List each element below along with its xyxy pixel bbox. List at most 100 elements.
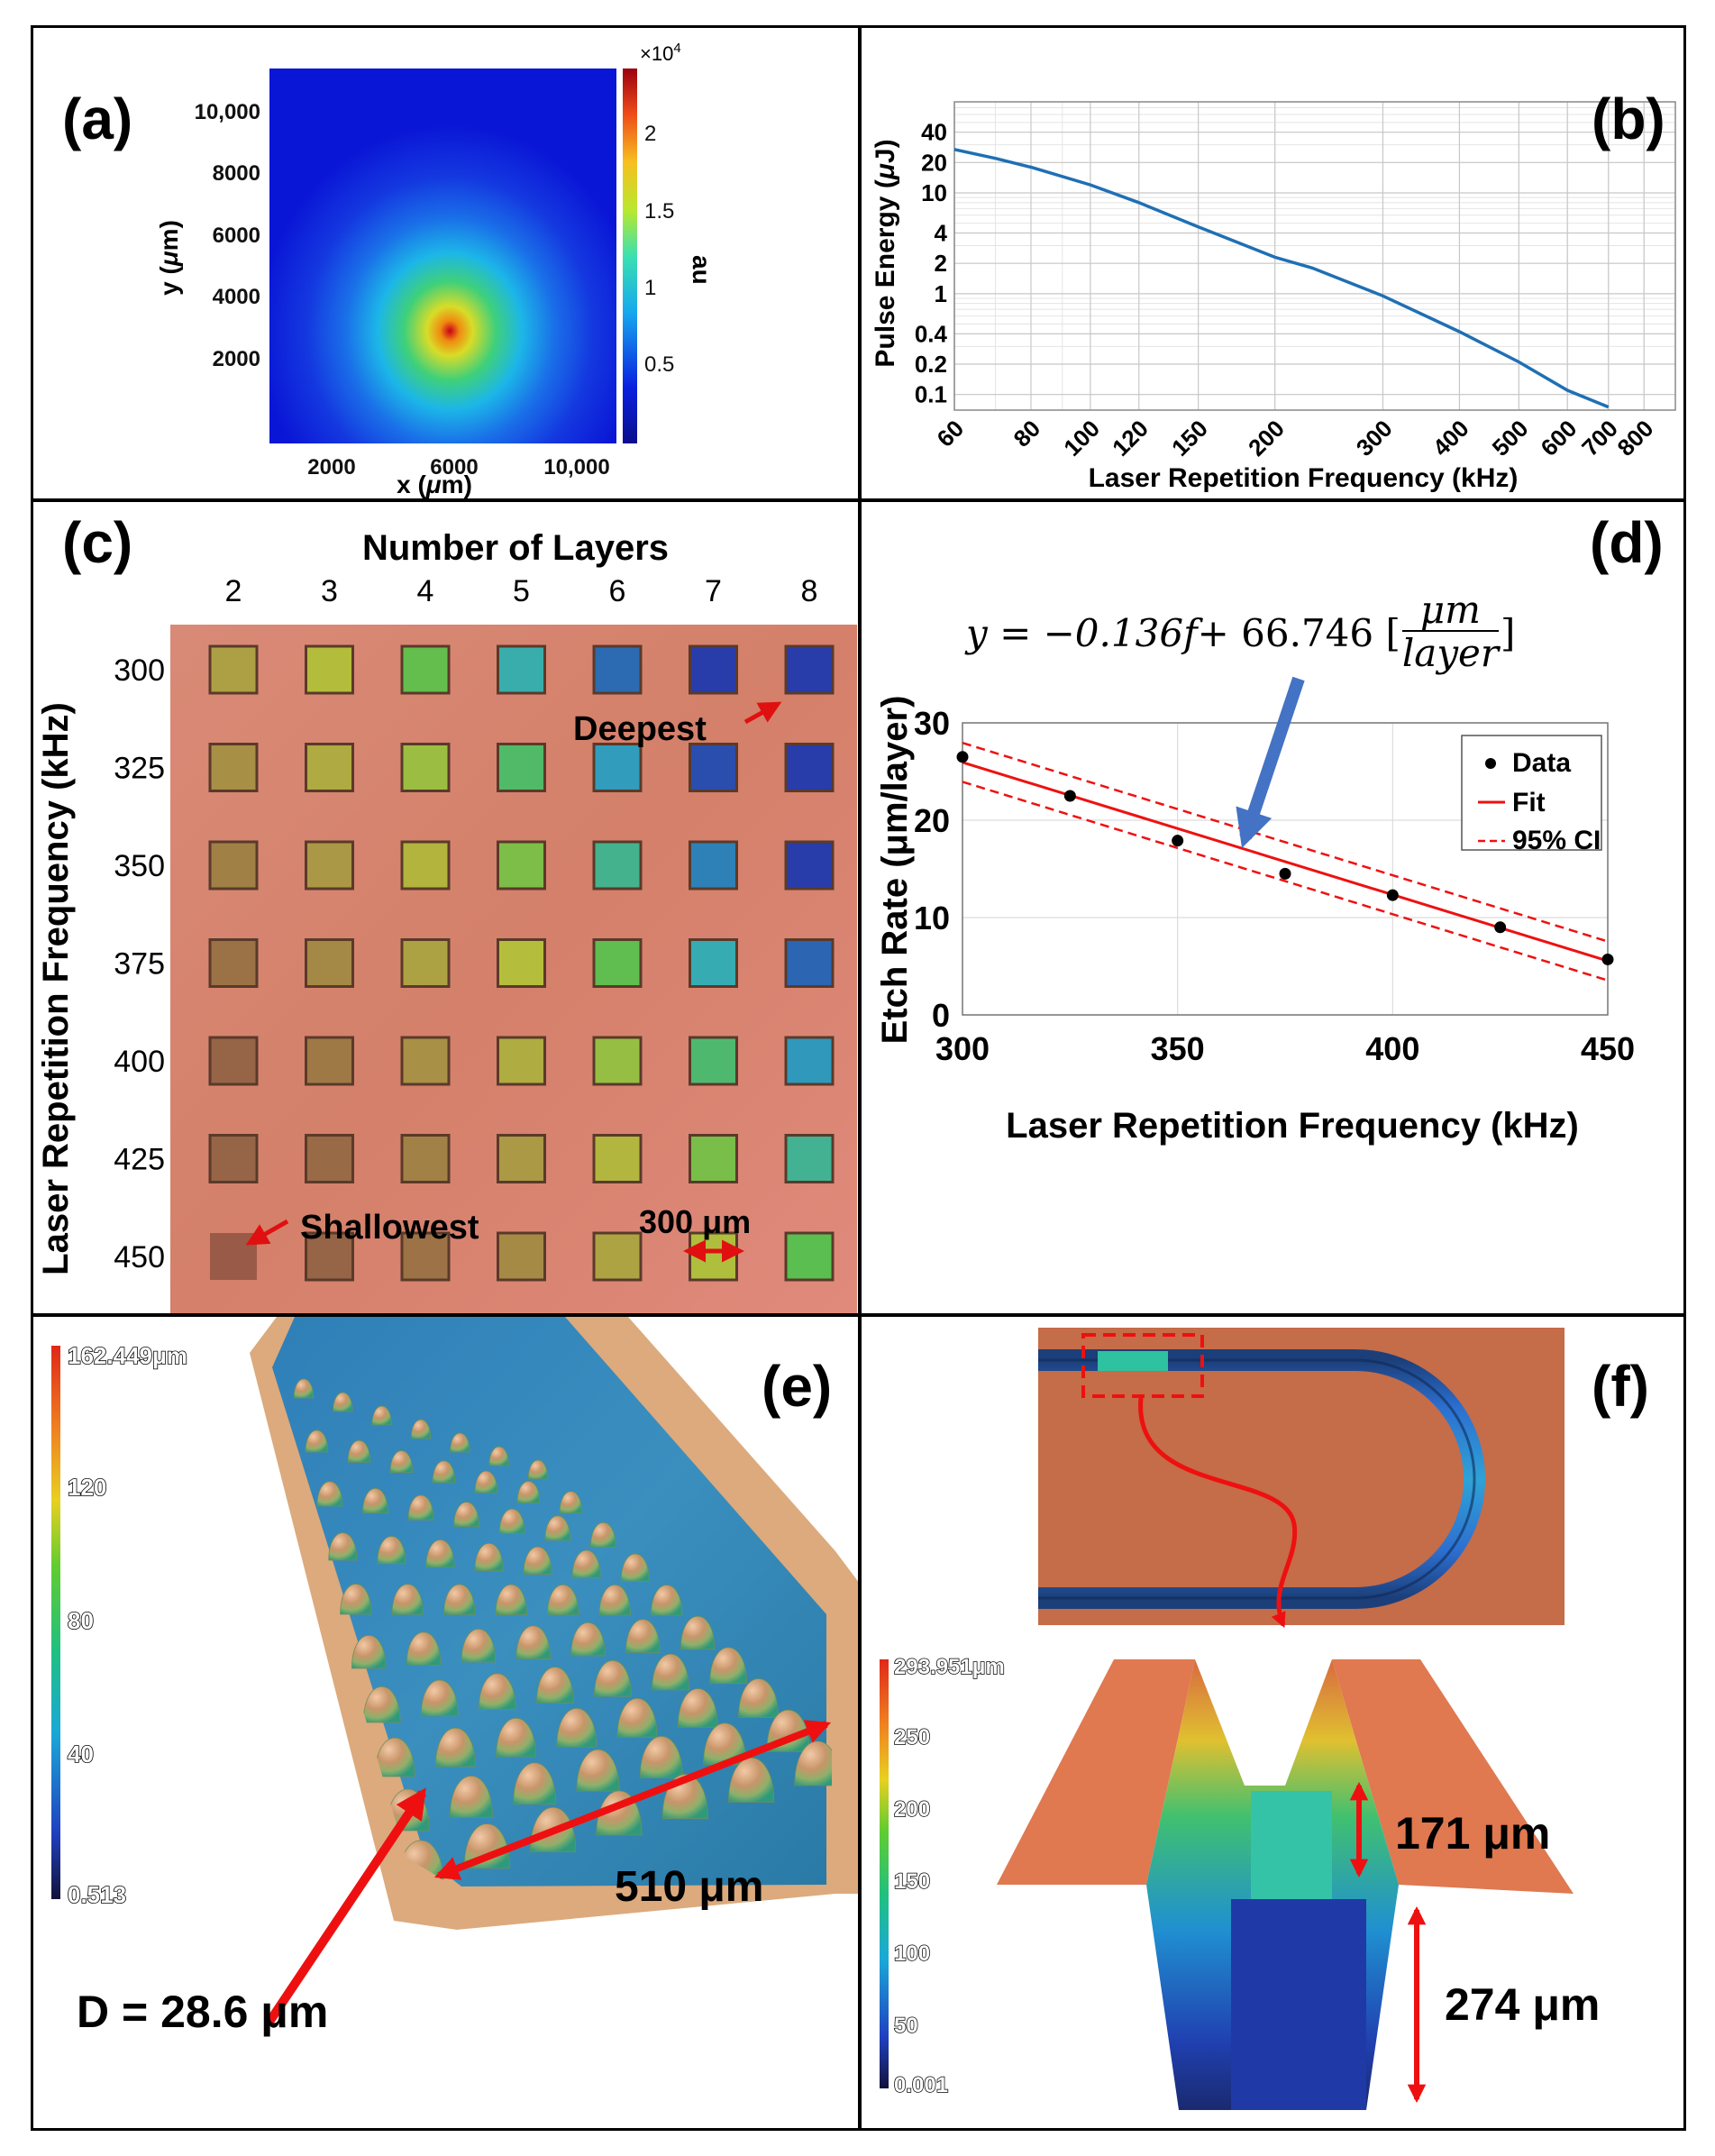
legend-data-marker	[1485, 758, 1496, 769]
panel-e: 162.449μm 120 80 40 0.513 510 μm D = 28.…	[31, 1314, 861, 2131]
etch-square	[400, 1231, 451, 1282]
equation-numerator: μm	[1419, 588, 1481, 632]
etch-square	[592, 1231, 643, 1282]
legend-data-label: Data	[1512, 748, 1571, 778]
etch-array-image: Number of Layers 2 3 4 5 6 7 8 300 325 350 375 400…	[36, 528, 857, 1313]
xtick-d: 350	[1151, 1030, 1205, 1067]
cbar-f-100: 100	[894, 1941, 930, 1966]
etch-square	[592, 1134, 643, 1183]
channel-3d: 293.951μm 250 200 150 100 50 0.001 171 μ…	[880, 1328, 1600, 2110]
dome-pillar	[571, 1549, 601, 1578]
data-point	[1172, 835, 1184, 847]
dome-pillar	[420, 1679, 459, 1717]
row-label: 425	[114, 1143, 165, 1177]
left-plateau	[997, 1659, 1195, 1885]
etch-square	[784, 938, 835, 988]
column-label: 6	[609, 574, 626, 608]
cbar-e-120: 120	[68, 1474, 106, 1501]
data-point	[956, 751, 969, 763]
ytick-8000: 8000	[213, 161, 260, 186]
equation-arrow	[1236, 676, 1305, 848]
grid-b	[953, 101, 1676, 410]
etch-square	[592, 743, 643, 792]
xtick-6000: 6000	[430, 455, 478, 480]
ytick-b: 4	[935, 220, 948, 247]
legend-d: Data Fit 95% CI	[1461, 735, 1602, 855]
xtick-b: 800	[1612, 415, 1659, 461]
ytick-d: 30	[914, 705, 950, 742]
dome-pillar	[474, 1543, 504, 1572]
zoom-arrow	[1138, 1397, 1298, 1629]
cbar-f-250: 250	[894, 1725, 930, 1749]
etch-square	[400, 644, 451, 695]
dome-pillar	[495, 1584, 527, 1615]
lower-depth-label: 274 μm	[1445, 1979, 1600, 2030]
diameter-arrow	[265, 1787, 427, 2024]
cbar-e-40: 40	[68, 1740, 94, 1768]
dome-pillar	[316, 1481, 343, 1507]
dome-pillar	[738, 1678, 779, 1718]
ytick-b: 20	[921, 149, 947, 176]
dome-pillar	[547, 1584, 579, 1616]
plot-frame-b	[953, 101, 1676, 411]
width-label: 510 μm	[615, 1863, 763, 1911]
ytick-10000: 10,000	[195, 100, 260, 124]
etch-square	[592, 938, 643, 988]
deepest-arrow	[743, 701, 782, 725]
panel-a: (a)	[31, 25, 861, 501]
dome-pillar	[406, 1631, 442, 1666]
y-axis-label-c: Laser Repetition Frequency (kHz)	[36, 702, 76, 1275]
etch-square	[305, 1036, 354, 1086]
beam-profile-plot: ×104 2 1.5 1 0.5 au 10,000 8000 6000 400…	[155, 41, 716, 498]
column-label: 7	[705, 574, 722, 608]
x-axis-label-d: Laser Repetition Frequency (kHz)	[1006, 1106, 1579, 1146]
dome-pillar	[425, 1539, 455, 1568]
xtick-d: 400	[1365, 1030, 1419, 1067]
etch-square	[689, 644, 738, 695]
colorbar-exp: ×104	[640, 41, 681, 65]
dome-pillar	[391, 1584, 424, 1615]
row-label: 375	[114, 947, 165, 982]
pillar-array-3d: 162.449μm 120 80 40 0.513 510 μm D = 28.…	[51, 1317, 858, 2037]
dome-pillar	[407, 1494, 434, 1521]
dome-pillar	[570, 1622, 606, 1657]
dome-pillar	[709, 1647, 747, 1685]
data-point	[1494, 921, 1507, 934]
dome-pillar	[461, 1628, 497, 1663]
dome-pillar	[450, 1432, 470, 1453]
ytick-d: 0	[932, 997, 950, 1034]
etch-square	[497, 840, 546, 891]
dome-pillar	[377, 1536, 406, 1565]
dome-pillar	[536, 1667, 574, 1704]
panel-a-label: (a)	[62, 87, 133, 151]
ytick-b: 1	[935, 280, 947, 307]
xtick-b: 400	[1428, 415, 1474, 461]
dome-pillar	[432, 1460, 456, 1484]
etch-square	[689, 1036, 738, 1086]
xtick-b: 500	[1487, 415, 1534, 461]
row-label: 350	[114, 849, 165, 883]
width-arrow	[433, 1720, 832, 1880]
etch-square	[305, 644, 354, 695]
zoom-box	[1081, 1333, 1204, 1398]
dome-pillar	[677, 1688, 718, 1728]
cbar-f-min: 0.001	[894, 2073, 948, 2097]
dome-pillar	[498, 1508, 525, 1534]
etch-square	[784, 743, 835, 792]
data-point	[1601, 953, 1614, 965]
etch-square	[305, 840, 354, 891]
ci-line	[962, 781, 1609, 982]
dome-pillar	[371, 1405, 392, 1426]
etch-square	[400, 1134, 451, 1183]
dome-pillar	[598, 1584, 631, 1616]
equation-denominator: layer	[1401, 631, 1499, 675]
etch-square	[305, 1134, 354, 1183]
dome-pillar	[453, 1502, 480, 1528]
data-point	[1063, 790, 1076, 802]
dome-pillar	[515, 1625, 551, 1659]
etch-square	[784, 1036, 835, 1086]
cbar-f-150: 150	[894, 1869, 930, 1894]
dome-pillar	[293, 1378, 315, 1399]
cbar-f-50: 50	[894, 2014, 918, 2038]
panel-f-label: (f)	[1592, 1354, 1649, 1419]
